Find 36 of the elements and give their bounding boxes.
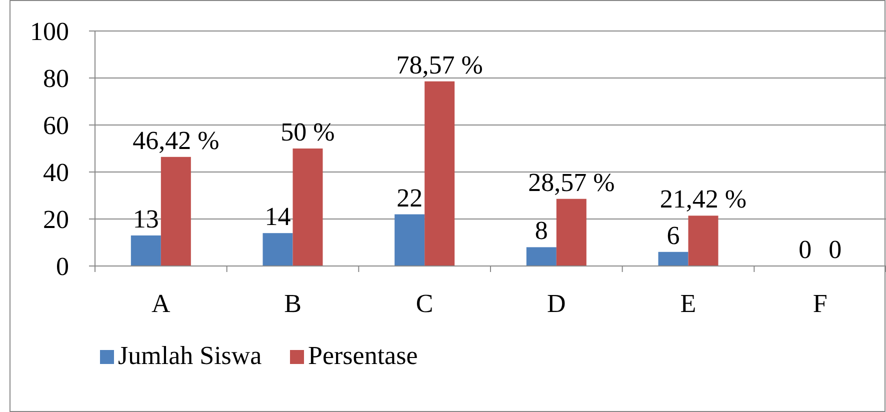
bar xyxy=(292,148,323,266)
bar xyxy=(160,156,191,266)
data-label: 0 xyxy=(798,235,812,264)
data-label: 22 xyxy=(396,183,423,212)
y-tick-label: 0 xyxy=(56,252,69,282)
y-tick-label: 20 xyxy=(43,205,69,234)
x-tick-label: C xyxy=(416,289,434,318)
data-label: 13 xyxy=(132,204,159,234)
legend-label: Persentase xyxy=(308,341,418,370)
bar xyxy=(262,233,293,266)
data-label: 50 % xyxy=(280,118,335,146)
bar xyxy=(130,235,161,266)
data-label: 6 xyxy=(666,220,680,250)
y-tick-label: 40 xyxy=(43,158,69,188)
x-tick-label: B xyxy=(284,289,302,318)
y-tick-label: 60 xyxy=(43,111,69,140)
bar xyxy=(394,214,425,266)
bar xyxy=(526,247,556,266)
data-label: 21,42 % xyxy=(660,184,747,214)
data-label: 8 xyxy=(534,216,548,246)
bar xyxy=(556,198,586,266)
legend-label: Jumlah Siswa xyxy=(118,341,262,370)
x-tick-label: A xyxy=(152,289,171,318)
y-tick-label: 80 xyxy=(43,64,69,94)
x-tick-label: E xyxy=(680,289,696,318)
bar xyxy=(424,81,455,266)
data-label: 78,57 % xyxy=(396,50,483,80)
data-label: 28,57 % xyxy=(528,168,615,197)
data-label: 0 xyxy=(828,235,842,264)
data-label: 14 xyxy=(264,202,291,232)
bar xyxy=(658,252,688,266)
x-tick-label: F xyxy=(812,289,828,318)
y-tick-label: 100 xyxy=(30,17,69,46)
bar xyxy=(688,216,718,266)
data-label: 46,42 % xyxy=(132,126,220,155)
x-tick-label: D xyxy=(547,289,566,318)
